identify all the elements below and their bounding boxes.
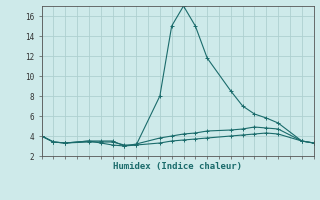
X-axis label: Humidex (Indice chaleur): Humidex (Indice chaleur)	[113, 162, 242, 171]
